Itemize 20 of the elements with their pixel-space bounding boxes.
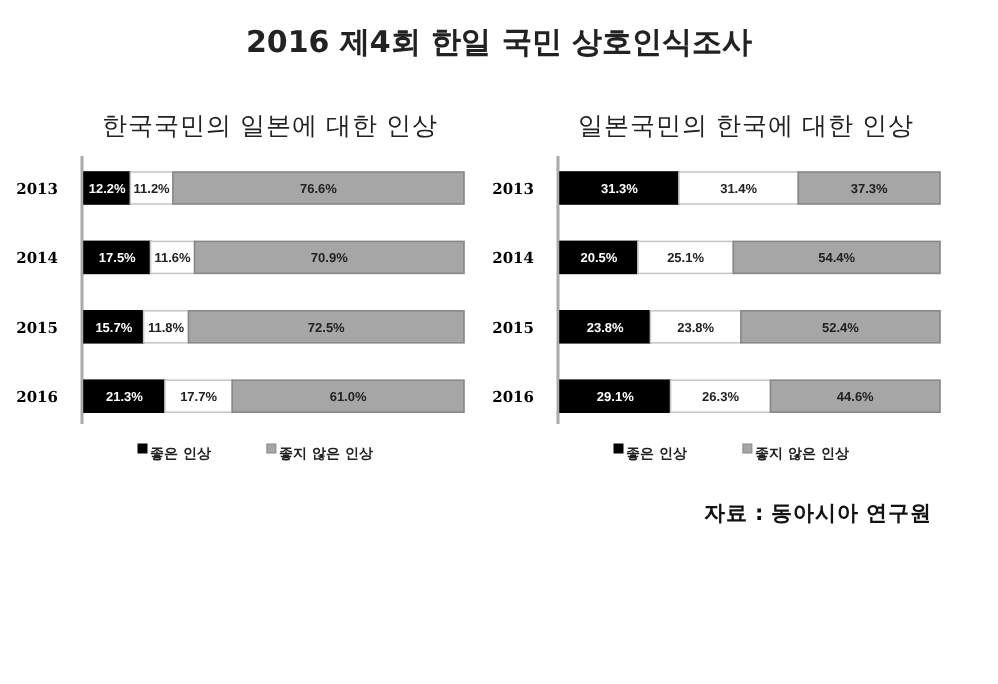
bar xyxy=(732,240,941,275)
bar xyxy=(83,379,166,413)
bar xyxy=(559,310,652,344)
bar xyxy=(649,310,742,344)
bar xyxy=(231,379,465,413)
bar xyxy=(187,310,465,344)
bar xyxy=(193,240,465,275)
bar xyxy=(559,171,680,205)
bar xyxy=(797,171,941,205)
bar xyxy=(164,379,233,413)
bar xyxy=(669,379,772,413)
text: 자료 : 동아시아 연구원 xyxy=(703,502,932,526)
bar xyxy=(172,171,465,205)
bar xyxy=(559,379,672,413)
chart-title: 2016 제4회 한일 국민 상호인식조사 xyxy=(245,24,753,60)
chart-subtitle: 한국국민의 일본에 대한 인상 xyxy=(102,110,438,140)
chart-title: 일본국민의 한국에 대한 인상 xyxy=(578,110,914,140)
bar xyxy=(769,379,941,413)
bar xyxy=(678,171,800,205)
bar xyxy=(740,310,941,344)
